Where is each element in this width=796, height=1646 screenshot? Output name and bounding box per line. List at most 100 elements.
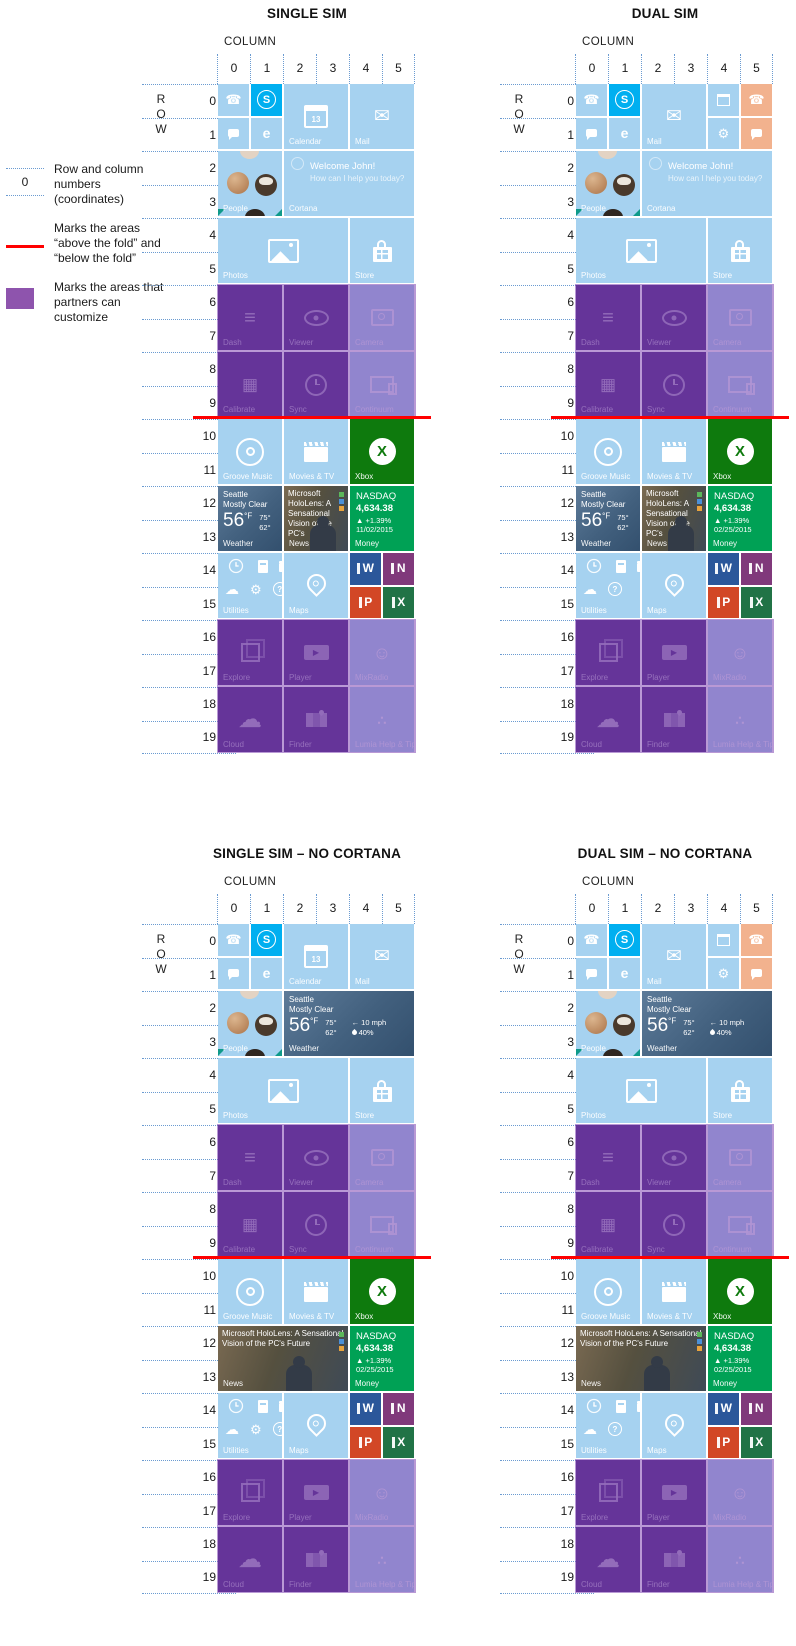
tile-powerpoint[interactable]: P	[350, 1426, 381, 1458]
tile-people[interactable]: People	[218, 991, 282, 1056]
phone-icon: ☎	[748, 92, 765, 108]
tile-store[interactable]: Store	[708, 1058, 772, 1123]
tile-maps[interactable]: Maps	[284, 553, 348, 618]
tile-cortana[interactable]: Welcome John! How can I help you today? Co…	[284, 151, 414, 216]
tile-powerpoint[interactable]: P	[708, 1426, 739, 1458]
tile-phone[interactable]: ☎	[218, 924, 249, 956]
photo-tile-square	[339, 492, 344, 497]
tile-maps[interactable]: Maps	[642, 1393, 706, 1458]
tile-news-wide[interactable]: Microsoft HoloLens: A Sensational Vision…	[218, 1326, 348, 1391]
tile-edge[interactable]: e	[609, 957, 640, 989]
tile-settings[interactable]: ⚙	[708, 117, 739, 149]
tile-movies-tv[interactable]: Movies & TV	[642, 1259, 706, 1324]
tile-photos[interactable]: Photos	[218, 1058, 348, 1123]
tile-store[interactable]: Store	[350, 218, 414, 283]
tile-utilities[interactable]: ☁ ⚙? Utilities	[218, 553, 282, 618]
tile-weather-wide[interactable]: Seattle Mostly Clear 56°F 75° 62° ← 10 mph 40%…	[284, 991, 414, 1056]
tile-maps[interactable]: Maps	[642, 553, 706, 618]
tile-money[interactable]: NASDAQ 4,634.38 ▲ +1.39% 11/02/2015 Money	[350, 486, 414, 551]
tile-phone[interactable]: ☎	[576, 84, 607, 116]
tile-calendar-small[interactable]	[708, 84, 739, 116]
tile-groove-music[interactable]: Groove Music	[576, 419, 640, 484]
tile-weather[interactable]: Seattle Mostly Clear 56°F 75° 62° Weather	[576, 486, 640, 551]
tile-excel[interactable]: X	[383, 1426, 414, 1458]
tile-label: Store	[355, 271, 375, 280]
tile-money[interactable]: NASDAQ 4,634.38 ▲ +1.39% 02/25/2015 Money	[708, 486, 772, 551]
tile-word[interactable]: W	[350, 553, 381, 585]
tile-calendar-small[interactable]	[708, 924, 739, 956]
tile-groove-music[interactable]: Groove Music	[576, 1259, 640, 1324]
tile-news-wide[interactable]: Microsoft HoloLens: A Sensational Vision…	[576, 1326, 706, 1391]
tile-xbox[interactable]: X Xbox	[708, 1259, 772, 1324]
tile-utilities[interactable]: ☁ ⚙? Utilities	[218, 1393, 282, 1458]
tile-xbox[interactable]: X Xbox	[350, 1259, 414, 1324]
tile-edge[interactable]: e	[609, 117, 640, 149]
tile-word[interactable]: W	[708, 1393, 739, 1425]
tile-news[interactable]: Microsoft HoloLens: A Sensational Vision…	[284, 486, 348, 551]
tile-store[interactable]: Store	[708, 218, 772, 283]
tile-messaging-sim2[interactable]	[741, 957, 772, 989]
tile-utilities[interactable]: ☁? Utilities	[576, 553, 640, 618]
tile-onenote[interactable]: N	[383, 1393, 414, 1425]
tile-onenote[interactable]: N	[741, 1393, 772, 1425]
tile-news[interactable]: Microsoft HoloLens: A Sensational Vision…	[642, 486, 706, 551]
tile-photos[interactable]: Photos	[218, 218, 348, 283]
row-number: 9	[142, 1225, 236, 1260]
tile-movies-tv[interactable]: Movies & TV	[284, 419, 348, 484]
tile-movies-tv[interactable]: Movies & TV	[642, 419, 706, 484]
tile-skype[interactable]: S	[251, 84, 282, 116]
tile-maps[interactable]: Maps	[284, 1393, 348, 1458]
tile-word[interactable]: W	[350, 1393, 381, 1425]
tile-excel[interactable]: X	[383, 586, 414, 618]
tile-calendar[interactable]: 13 Calendar	[284, 924, 348, 989]
tile-people[interactable]: People	[218, 151, 282, 216]
tile-onenote[interactable]: N	[383, 553, 414, 585]
tile-skype[interactable]: S	[609, 84, 640, 116]
tile-settings[interactable]: ⚙	[708, 957, 739, 989]
tile-messaging[interactable]	[218, 117, 249, 149]
grid-dual-sim-no-cortana: DUAL SIM – NO CORTANA COLUMN 0 1 2 3 4 5 R O W 0 1 2 3…	[478, 846, 796, 1616]
tile-phone[interactable]: ☎	[218, 84, 249, 116]
tile-cortana[interactable]: Welcome John! How can I help you today? Co…	[642, 151, 772, 216]
tile-money[interactable]: NASDAQ 4,634.38 ▲ +1.39% 02/25/2015 Money	[350, 1326, 414, 1391]
tile-excel[interactable]: X	[741, 1426, 772, 1458]
tile-powerpoint[interactable]: P	[708, 586, 739, 618]
tile-photos[interactable]: Photos	[576, 218, 706, 283]
tile-edge[interactable]: e	[251, 957, 282, 989]
tile-excel[interactable]: X	[741, 586, 772, 618]
tile-messaging[interactable]	[218, 957, 249, 989]
tile-messaging-sim2[interactable]	[741, 117, 772, 149]
tile-word[interactable]: W	[708, 553, 739, 585]
tile-mail[interactable]: ✉ Mail	[642, 84, 706, 149]
row-number: 9	[142, 385, 236, 420]
calculator-icon	[616, 559, 626, 573]
tile-movies-tv[interactable]: Movies & TV	[284, 1259, 348, 1324]
tile-skype[interactable]: S	[609, 924, 640, 956]
tile-skype[interactable]: S	[251, 924, 282, 956]
tile-weather-wide[interactable]: Seattle Mostly Clear 56°F 75° 62° ← 10 mph 40%…	[642, 991, 772, 1056]
tile-photos[interactable]: Photos	[576, 1058, 706, 1123]
tile-mail[interactable]: ✉ Mail	[350, 924, 414, 989]
tile-utilities[interactable]: ☁? Utilities	[576, 1393, 640, 1458]
tile-mail[interactable]: ✉ Mail	[642, 924, 706, 989]
tile-phone[interactable]: ☎	[576, 924, 607, 956]
tile-mail[interactable]: ✉ Mail	[350, 84, 414, 149]
tile-people[interactable]: People	[576, 151, 640, 216]
tile-weather[interactable]: Seattle Mostly Clear 56°F 75° 62° Weather	[218, 486, 282, 551]
tile-money[interactable]: NASDAQ 4,634.38 ▲ +1.39% 02/25/2015 Money	[708, 1326, 772, 1391]
tile-xbox[interactable]: X Xbox	[708, 419, 772, 484]
tile-messaging[interactable]	[576, 117, 607, 149]
tile-groove-music[interactable]: Groove Music	[218, 419, 282, 484]
tile-messaging[interactable]	[576, 957, 607, 989]
tile-phone-sim2[interactable]: ☎	[741, 924, 772, 956]
tile-phone-sim2[interactable]: ☎	[741, 84, 772, 116]
tile-store[interactable]: Store	[350, 1058, 414, 1123]
tile-groove-music[interactable]: Groove Music	[218, 1259, 282, 1324]
tile-xbox[interactable]: X Xbox	[350, 419, 414, 484]
tile-calendar[interactable]: 13 Calendar	[284, 84, 348, 149]
tile-people[interactable]: People	[576, 991, 640, 1056]
tile-edge[interactable]: e	[251, 117, 282, 149]
cortana-greeting: Welcome John!	[310, 161, 376, 172]
tile-powerpoint[interactable]: P	[350, 586, 381, 618]
tile-onenote[interactable]: N	[741, 553, 772, 585]
